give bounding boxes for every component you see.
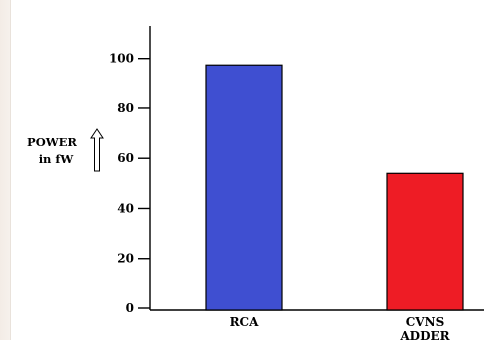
y-axis-ticks: 0 20 40 60 80 100 — [109, 52, 150, 315]
bar-0 — [205, 64, 283, 311]
y-axis-label-line: POWER — [27, 135, 77, 149]
y-tick-label: 20 — [117, 252, 134, 266]
y-tick-label: 40 — [117, 201, 134, 215]
up-arrow-icon — [90, 128, 104, 172]
y-tick-label: 100 — [109, 52, 134, 66]
bar-1 — [386, 172, 464, 311]
y-axis-label-group: POWER in fW — [27, 128, 104, 172]
y-tick-label: 0 — [126, 301, 134, 315]
chart-bars — [205, 64, 464, 311]
x-category-label: RCA — [230, 315, 260, 329]
y-axis-label-line: in fW — [39, 152, 75, 166]
x-category-label: ADDER — [399, 329, 450, 340]
x-category-label: CVNS — [406, 315, 445, 329]
y-tick-label: 80 — [117, 101, 134, 115]
y-tick-label: 60 — [117, 151, 134, 165]
